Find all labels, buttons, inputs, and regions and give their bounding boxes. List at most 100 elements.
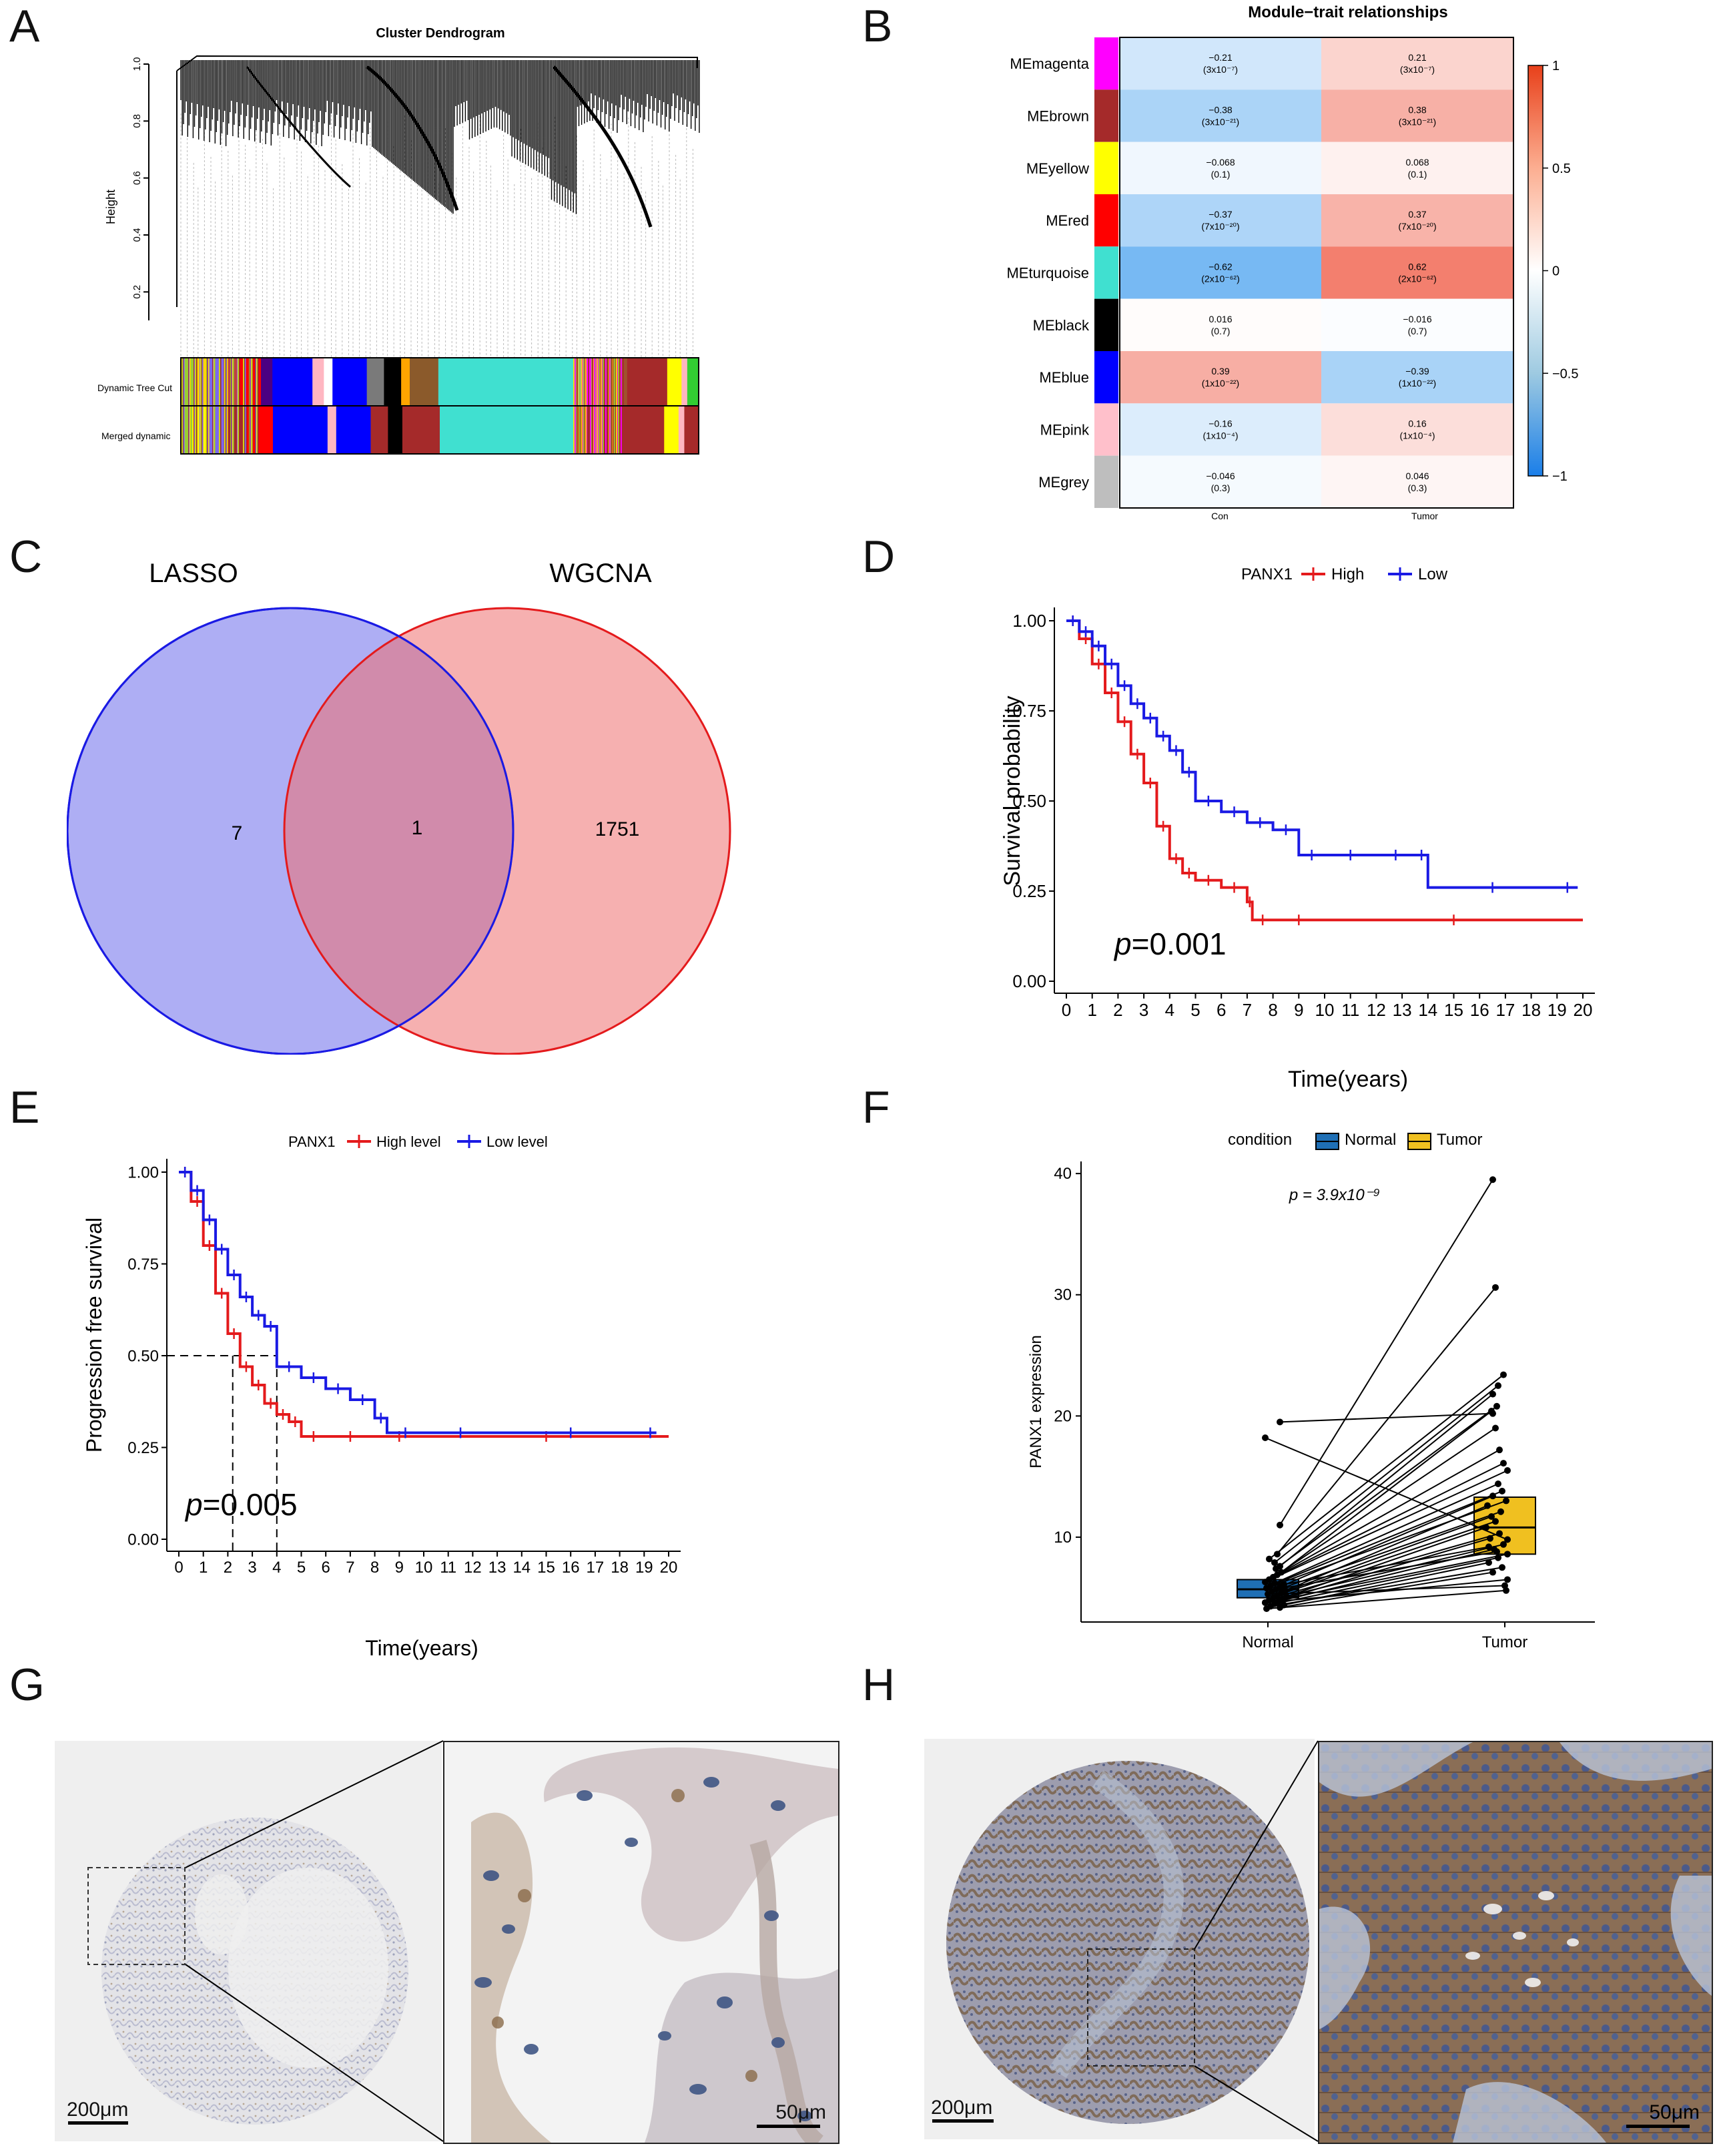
heat-cell-tumor	[1321, 403, 1513, 456]
pair-line	[1265, 1470, 1508, 1583]
point-tumor	[1495, 1554, 1501, 1561]
ytick-label: 1.00	[127, 1163, 159, 1181]
heatmap-row: MEyellow −0.068(0.1)0.068(0.1)	[1026, 142, 1513, 194]
point-tumor	[1500, 1371, 1507, 1378]
histology-overview-g: 200μm	[55, 1741, 442, 2141]
point-tumor	[1487, 1535, 1493, 1542]
legend-f-tumor: Tumor	[1437, 1131, 1482, 1149]
pair-line	[1269, 1543, 1504, 1601]
heat-pvalue-con: (0.7)	[1211, 326, 1231, 336]
heat-cell-con	[1120, 37, 1321, 90]
point-tumor	[1495, 1382, 1501, 1389]
point-normal	[1262, 1599, 1269, 1606]
pair-line	[1283, 1546, 1489, 1585]
xtick-label: 16	[1470, 1000, 1489, 1020]
heatmap-row: MEblue 0.39 (1x10⁻²²) −0.39 (1x10⁻²²)	[1039, 351, 1513, 404]
heat-cell-con	[1120, 455, 1321, 508]
point-tumor	[1504, 1536, 1511, 1543]
scale-label-g-right: 50μm	[775, 2101, 826, 2123]
pair-line	[1279, 1393, 1493, 1567]
a-ytick-label: 1.0	[131, 57, 143, 71]
point-normal	[1265, 1591, 1271, 1598]
paired-boxplot-f: condition Normal Tumor PANX1 expression …	[1027, 1131, 1595, 1651]
module-label: MEmagenta	[1010, 55, 1089, 72]
survival-plot-e: PANX1 High level Low level Progression f…	[82, 1133, 681, 1660]
track-segment	[402, 406, 412, 454]
legend-tick-label: −1	[1552, 469, 1568, 484]
heat-cell-tumor	[1321, 298, 1513, 351]
ylabel-d: Survival probability	[1000, 696, 1025, 886]
point-normal	[1266, 1555, 1273, 1563]
track-segment	[638, 406, 665, 454]
venn-label-wgcna: WGCNA	[549, 559, 652, 588]
xtick-label: 10	[415, 1559, 433, 1577]
km-curve-high	[1066, 619, 1583, 922]
point-tumor	[1489, 1493, 1496, 1500]
track-segment	[667, 358, 682, 406]
heat-pvalue-tumor: (0.1)	[1408, 169, 1427, 180]
track-segment	[384, 358, 402, 406]
heat-pvalue-tumor: (3x10⁻⁷)	[1400, 64, 1435, 75]
xtick-label: 19	[1548, 1000, 1567, 1020]
xlabel-e: Time(years)	[365, 1636, 478, 1660]
heatmap-row: MEturquoise −0.62 (2x10⁻⁶²) 0.62 (2x10⁻⁶²)	[1006, 246, 1513, 299]
heat-value-con: −0.62	[1209, 262, 1233, 272]
point-tumor	[1499, 1564, 1505, 1571]
xtick-label: 7	[346, 1559, 354, 1577]
track-segment	[410, 406, 440, 454]
point-normal	[1271, 1559, 1278, 1567]
xtick-label: 3	[248, 1559, 256, 1577]
legend-d-title: PANX1	[1241, 565, 1293, 583]
module-label: MEturquoise	[1006, 265, 1089, 282]
zoom-connector-g	[185, 1740, 444, 2142]
xtick-label: 20	[1574, 1000, 1593, 1020]
panel-letter-g: G	[9, 1659, 45, 1710]
point-normal	[1281, 1581, 1287, 1588]
venn-diagram: LASSO WGCNA 7 1 1751	[67, 559, 731, 1055]
pair-line	[1274, 1385, 1499, 1563]
heat-value-con: −0.068	[1206, 157, 1235, 168]
pvalue-f: p = 3.9x10⁻⁹	[1289, 1186, 1380, 1204]
point-tumor	[1496, 1446, 1503, 1454]
a-ytick-label: 0.4	[131, 228, 143, 242]
heat-value-tumor: 0.62	[1408, 262, 1426, 272]
legend-tick-label: 0.5	[1552, 162, 1571, 176]
heat-cell-con	[1120, 298, 1321, 351]
scale-label-h-left: 200μm	[931, 2097, 993, 2119]
ytick-label: 0.25	[127, 1439, 159, 1457]
point-tumor	[1485, 1559, 1492, 1567]
column-label-tumor: Tumor	[1411, 511, 1438, 521]
heat-value-con: 0.016	[1209, 314, 1232, 324]
pair-line	[1277, 1427, 1496, 1576]
pair-line	[1270, 1490, 1503, 1587]
track-segment	[687, 358, 699, 406]
point-tumor	[1484, 1502, 1491, 1509]
point-tumor	[1489, 1390, 1496, 1398]
pair-line	[1281, 1516, 1492, 1594]
heat-value-tumor: 0.16	[1408, 419, 1426, 429]
legend-d: PANX1 High Low	[1241, 565, 1448, 583]
point-tumor	[1504, 1576, 1511, 1583]
panel-letter-b: B	[862, 1, 893, 51]
heat-cell-con	[1120, 351, 1321, 404]
point-tumor	[1495, 1480, 1501, 1487]
xtick-label: 6	[322, 1559, 330, 1577]
legend-e-high: High level	[376, 1133, 441, 1150]
xtick-label: 7	[1243, 1000, 1252, 1020]
module-label: MEyellow	[1026, 160, 1089, 177]
heat-pvalue-tumor: (7x10⁻²⁰)	[1398, 221, 1436, 232]
track-segment	[627, 358, 639, 406]
point-normal	[1277, 1521, 1283, 1529]
ylabel-f: PANX1 expression	[1027, 1335, 1045, 1468]
module-color-swatch	[1094, 351, 1118, 404]
panel-letter-d: D	[862, 531, 896, 582]
histology-overview-h: 200μm	[924, 1739, 1315, 2139]
xtick-label: 9	[1294, 1000, 1303, 1020]
xtick-label: 8	[1268, 1000, 1277, 1020]
heat-cell-tumor	[1321, 455, 1513, 508]
heat-value-tumor: −0.39	[1405, 366, 1429, 376]
point-tumor	[1489, 1176, 1496, 1183]
xtick-label: 0	[174, 1559, 183, 1577]
point-normal	[1263, 1585, 1270, 1592]
point-tumor	[1500, 1541, 1507, 1548]
